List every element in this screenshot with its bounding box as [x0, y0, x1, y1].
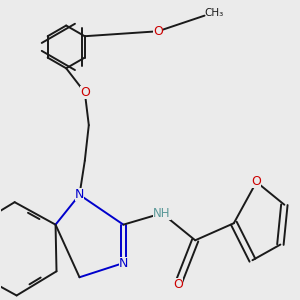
Text: NH: NH — [153, 207, 171, 220]
Text: O: O — [153, 25, 163, 38]
Text: O: O — [251, 176, 261, 188]
Text: N: N — [75, 188, 84, 201]
Text: CH₃: CH₃ — [204, 8, 223, 18]
Text: O: O — [173, 278, 183, 291]
Text: O: O — [80, 86, 90, 99]
Text: N: N — [119, 256, 128, 269]
